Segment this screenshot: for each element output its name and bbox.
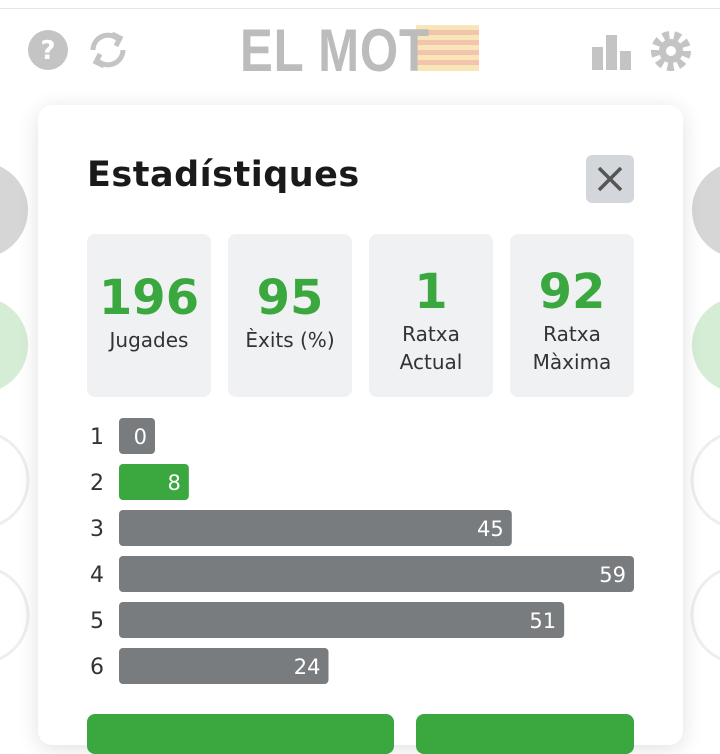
- bar-value: 51: [529, 609, 556, 633]
- row-label: 4: [90, 563, 104, 588]
- row-label: 1: [90, 425, 104, 450]
- svg-text:?: ?: [40, 36, 55, 66]
- tile: [0, 166, 28, 254]
- page: ? EL MOT Estadístiques 196 Jugades 95 Èxit…: [0, 8, 720, 754]
- divider: [0, 8, 720, 9]
- stat-value: 196: [98, 270, 200, 326]
- tile: [690, 569, 720, 661]
- stat-box: 92 Ratxa Màxima: [510, 234, 634, 397]
- logo: EL MOT: [240, 17, 430, 84]
- bar: [119, 602, 565, 638]
- bar-value: 59: [599, 563, 626, 587]
- stat-label: Jugades: [109, 328, 189, 352]
- stat-label: Èxits (%): [245, 328, 335, 352]
- tile: [0, 569, 30, 661]
- bar: [119, 510, 512, 546]
- bar-value: 8: [167, 471, 180, 495]
- flag-icon: [416, 25, 479, 71]
- stats-modal: Estadístiques 196 Jugades 95 Èxits (%) 1 Ra…: [38, 105, 683, 754]
- stat-value: 95: [256, 270, 324, 326]
- stat-value: 1: [414, 264, 448, 320]
- tile: [690, 434, 720, 526]
- close-button[interactable]: [586, 155, 634, 203]
- help-icon[interactable]: ?: [28, 30, 68, 70]
- stat-value: 92: [538, 264, 606, 320]
- row-label: 6: [90, 655, 104, 680]
- row-label: 3: [90, 517, 104, 542]
- bar: [119, 418, 155, 454]
- stat-box: 95 Èxits (%): [228, 234, 352, 397]
- bar: [119, 464, 189, 500]
- guess-distribution: 1 0 2 8 3 45 4 59 5 51 6 24: [90, 418, 634, 684]
- refresh-icon[interactable]: [90, 31, 126, 69]
- next-button[interactable]: [416, 714, 634, 754]
- tile: [0, 301, 28, 389]
- stat-box: 196 Jugades: [87, 234, 211, 397]
- row-label: 5: [90, 609, 104, 634]
- share-button[interactable]: [87, 714, 394, 754]
- bar-value: 45: [477, 517, 504, 541]
- background-board: ?: [0, 25, 720, 661]
- bar-value: 0: [134, 425, 147, 449]
- stat-label: Ratxa Actual: [399, 322, 463, 374]
- modal-title: Estadístiques: [87, 155, 360, 195]
- tile: [692, 166, 720, 254]
- bar-value: 24: [294, 655, 321, 679]
- stats-icon[interactable]: [592, 35, 631, 70]
- row-label: 2: [90, 471, 104, 496]
- bar: [119, 648, 329, 684]
- tile: [0, 434, 30, 526]
- tile: [692, 301, 720, 389]
- bar: [119, 556, 634, 592]
- stat-label: Ratxa Màxima: [532, 322, 612, 374]
- stat-box: 1 Ratxa Actual: [369, 234, 493, 397]
- settings-icon[interactable]: [651, 31, 691, 71]
